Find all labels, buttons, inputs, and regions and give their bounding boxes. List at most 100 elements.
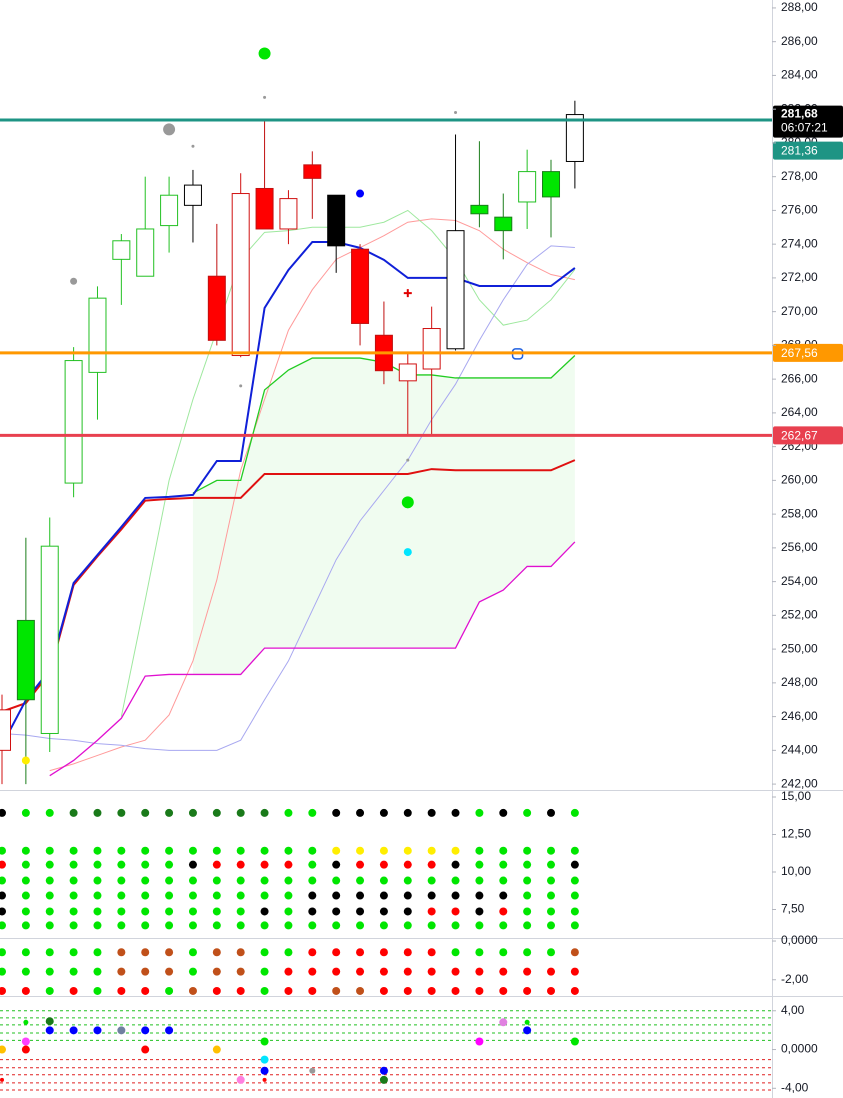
point [524,1019,530,1025]
candle-body [422,328,441,370]
signal-dot [45,948,54,957]
signal-dot [284,907,293,916]
signal-dot [547,860,556,869]
signal-dot [236,921,245,930]
signal-dot [141,808,150,817]
y-tick-label: 274,00 [781,236,818,250]
y-tick-label: 258,00 [781,506,818,520]
y-tick-label: 246,00 [781,709,818,723]
signal-dot [236,891,245,900]
signal-dot [427,986,436,995]
point [262,1077,267,1082]
signal-dot [236,986,245,995]
point [69,1026,78,1035]
signal-dot [332,846,341,855]
signal-dot [403,907,412,916]
signal-dot [356,846,365,855]
candle-body [303,164,322,179]
signal-dot [499,921,508,930]
indicator-line [1,245,575,751]
signal-dot [379,948,388,957]
y-tick-label: 12,50 [781,827,811,841]
y-tick-label: 15,00 [781,789,811,803]
signal-dot [570,921,579,930]
signal-dot [117,986,126,995]
signal-dot [21,948,30,957]
signal-dot [0,808,6,817]
y-tick-label: 10,00 [781,864,811,878]
signal-dot [45,986,54,995]
signal-dot [284,846,293,855]
signal-dot [165,986,174,995]
signal-dot [547,846,556,855]
point [309,1067,316,1074]
candle-body [398,363,417,382]
signal-dot [356,921,365,930]
signal-dot [547,808,556,817]
point [212,1045,221,1054]
pane [0,948,579,995]
signal-dot [45,921,54,930]
signal-dot [427,808,436,817]
signal-dot [308,986,317,995]
indicator-line [49,218,575,772]
signal-dot [236,967,245,976]
point [0,1045,6,1054]
candle-body [446,230,465,350]
signal-dot [499,860,508,869]
signal-dot [141,948,150,957]
signal-dot [570,967,579,976]
signal-dot [332,860,341,869]
signal-dot [451,891,460,900]
candle-body [112,240,131,260]
signal-dot [93,986,102,995]
signal-dot [356,948,365,957]
signal-dot [117,907,126,916]
candle-body [207,275,226,341]
marker [403,548,412,557]
signal-dot [236,808,245,817]
signal-dot [523,860,532,869]
signal-dot [188,808,197,817]
signal-dot [451,876,460,885]
signal-dot [570,876,579,885]
signal-dot [523,891,532,900]
signal-dot [188,907,197,916]
signal-dot [260,876,269,885]
point [379,1066,388,1075]
point [260,1066,269,1075]
signal-dot [212,948,221,957]
marker [454,111,458,115]
signal-dot [379,921,388,930]
signal-dot [570,891,579,900]
signal-dot [260,808,269,817]
candle-body [16,619,35,701]
signal-dot [188,986,197,995]
signal-dot [427,967,436,976]
point [523,1026,532,1035]
signal-dot [284,948,293,957]
signal-dot [45,907,54,916]
signal-dot [403,921,412,930]
point [21,1045,30,1054]
signal-dot [475,921,484,930]
point [45,1017,54,1026]
signal-dot [165,876,174,885]
signal-dot [212,860,221,869]
candle-body [279,198,298,230]
signal-dot [451,808,460,817]
signal-dot [451,986,460,995]
price-label-box [773,343,843,362]
signal-dot [236,876,245,885]
signal-dot [212,846,221,855]
signal-dot [403,846,412,855]
signal-dot [165,860,174,869]
signal-dot [260,986,269,995]
signal-dot [236,860,245,869]
signal-dot [93,808,102,817]
signal-dot [117,891,126,900]
y-tick-label: 278,00 [781,169,818,183]
signal-dot [0,907,6,916]
signal-dot [141,967,150,976]
signal-dot [188,860,197,869]
